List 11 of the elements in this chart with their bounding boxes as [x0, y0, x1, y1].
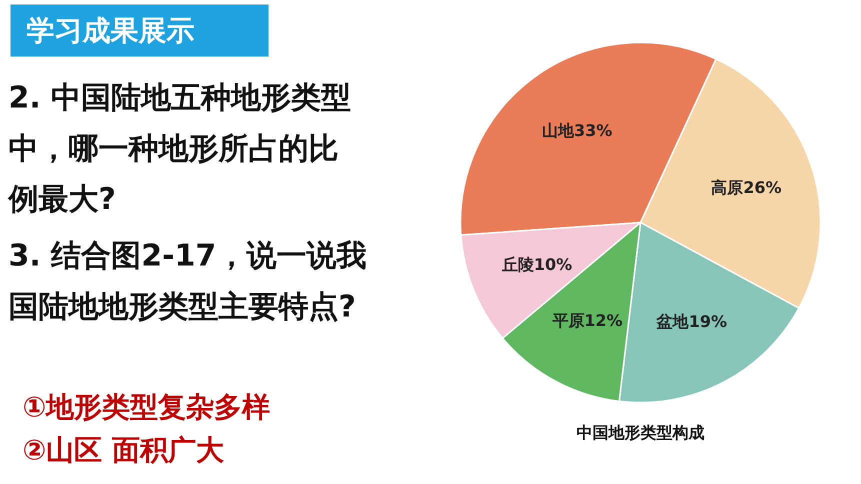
slice-label: 山地33% [542, 121, 612, 140]
text: 2. 中国陆地五种地形类型中，哪一种地形所占的比例最大? [8, 80, 352, 217]
text: ①地形类型复杂多样 [22, 390, 270, 424]
slice-label: 丘陵10% [500, 254, 572, 274]
slice-label: 盆地19% [656, 312, 728, 332]
text: ②山区 面积广大 [22, 434, 225, 466]
slice-label: 平原12% [551, 311, 623, 330]
text: 3. 结合图2-17，说一说我国陆地地形类型主要特点? [8, 238, 366, 324]
text: 学习成果展示 [26, 14, 194, 47]
text: 中国地形类型构成 [576, 423, 704, 442]
slice-label: 高原26% [711, 178, 782, 197]
